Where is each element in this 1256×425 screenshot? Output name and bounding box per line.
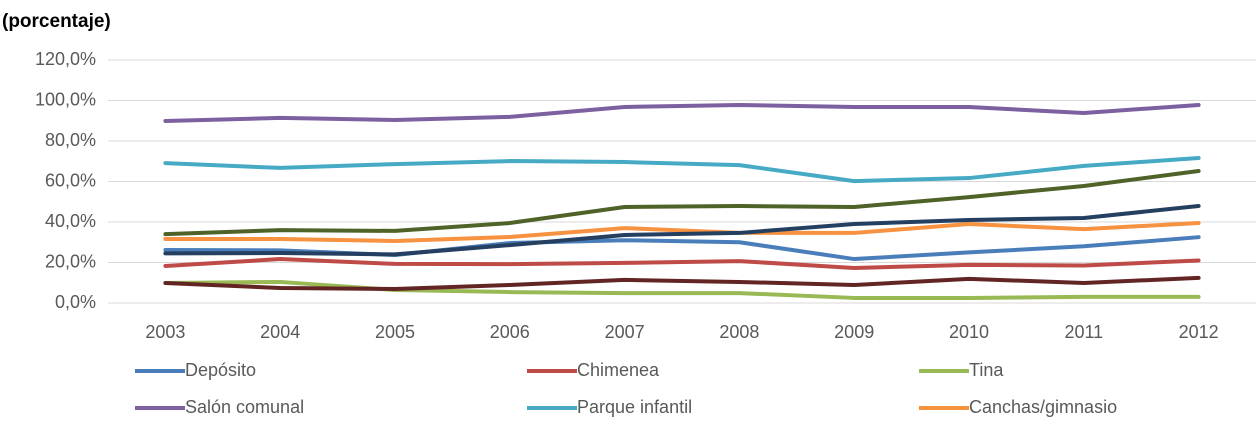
series-line <box>163 279 1201 300</box>
series-line <box>163 204 1201 257</box>
series-line <box>163 102 1201 123</box>
x-tick-label: 2009 <box>834 322 874 342</box>
x-tick-label: 2007 <box>605 322 645 342</box>
legend-label: Salón comunal <box>185 397 304 417</box>
y-tick-label: 0,0% <box>55 292 96 312</box>
legend-label: Canchas/gimnasio <box>969 397 1117 417</box>
legend-label: Tina <box>969 360 1004 380</box>
y-tick-label: 80,0% <box>45 130 96 150</box>
y-tick-label: 40,0% <box>45 211 96 231</box>
x-tick-label: 2006 <box>490 322 530 342</box>
x-tick-label: 2008 <box>719 322 759 342</box>
y-tick-label: 60,0% <box>45 170 96 190</box>
chart-title: (porcentaje) <box>2 11 111 32</box>
y-tick-label: 20,0% <box>45 251 96 271</box>
series-line <box>163 156 1201 184</box>
y-tick-label: 100,0% <box>35 89 96 109</box>
x-tick-label: 2005 <box>375 322 415 342</box>
x-tick-label: 2011 <box>1064 322 1103 342</box>
series-line <box>163 257 1201 270</box>
series-line <box>163 221 1201 244</box>
x-tick-label: 2012 <box>1179 322 1219 342</box>
x-tick-label: 2004 <box>260 322 300 342</box>
series-line <box>163 168 1201 237</box>
legend-label: Parque infantil <box>577 397 692 417</box>
legend-label: Depósito <box>185 360 256 380</box>
series-line <box>163 275 1201 292</box>
legend-label: Chimenea <box>577 360 660 380</box>
x-tick-label: 2010 <box>949 322 989 342</box>
y-tick-label: 120,0% <box>35 49 96 69</box>
x-tick-label: 2003 <box>145 322 185 342</box>
